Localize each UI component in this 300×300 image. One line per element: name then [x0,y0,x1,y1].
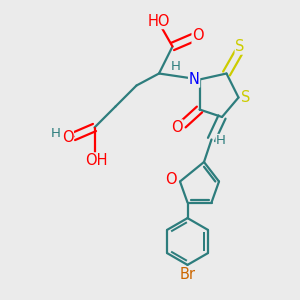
Text: S: S [241,90,251,105]
Text: OH: OH [85,153,107,168]
Text: O: O [165,172,177,188]
Text: HO: HO [148,14,170,28]
Text: O: O [192,28,204,44]
Text: S: S [235,39,245,54]
Text: H: H [51,127,60,140]
Text: O: O [62,130,73,146]
Text: Br: Br [179,267,196,282]
Text: N: N [189,72,200,87]
Text: H: H [216,134,226,148]
Text: O: O [171,120,183,135]
Text: H: H [171,59,180,73]
